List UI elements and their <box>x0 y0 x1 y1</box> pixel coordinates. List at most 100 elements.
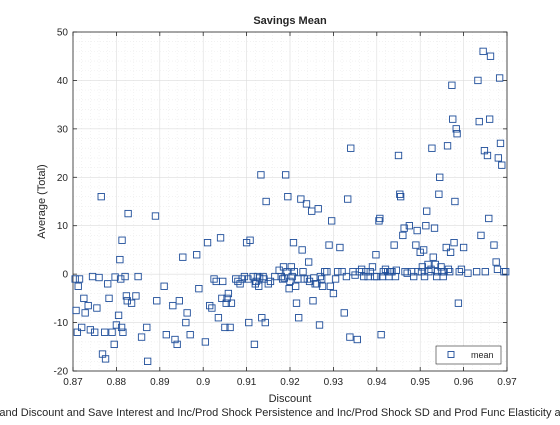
data-point <box>390 241 398 249</box>
data-point <box>216 234 225 242</box>
data-point <box>223 294 231 303</box>
data-point <box>323 268 331 276</box>
data-point <box>132 292 140 300</box>
x-tick-label: 0.93 <box>324 377 344 388</box>
data-point <box>80 294 88 303</box>
data-point <box>93 304 101 312</box>
data-point <box>112 321 121 329</box>
data-point <box>284 193 292 201</box>
data-point <box>410 272 418 281</box>
data-point <box>475 117 483 126</box>
data-point <box>452 125 460 133</box>
data-point <box>340 309 348 317</box>
data-point <box>453 130 461 138</box>
data-point <box>101 355 110 363</box>
data-point <box>326 282 335 290</box>
data-point <box>86 326 95 334</box>
data-point <box>459 243 468 252</box>
axis-ticks: 0.87 0.88 0.89 0.9 0.91 0.92 0.93 0.94 0.95 0.96 0… <box>54 28 518 389</box>
data-point <box>246 236 254 244</box>
data-point <box>313 280 321 288</box>
data-point <box>342 272 351 281</box>
x-tick-label: 0.95 <box>410 377 430 388</box>
x-axis-sublabel: and Discount and Save Interest and Inc/P… <box>0 407 560 419</box>
data-point <box>502 268 510 276</box>
data-point <box>110 340 118 349</box>
data-point <box>173 340 181 349</box>
data-point <box>394 151 403 160</box>
data-point <box>494 154 502 162</box>
data-point <box>195 285 203 293</box>
data-point <box>153 297 161 305</box>
data-point <box>201 338 210 346</box>
data-point <box>372 251 380 259</box>
data-point <box>485 115 494 123</box>
data-point <box>250 340 259 349</box>
data-point <box>118 236 126 244</box>
data-point <box>282 171 290 179</box>
data-point <box>334 268 342 276</box>
data-point <box>286 277 294 286</box>
data-point <box>442 243 450 252</box>
data-point <box>477 231 485 240</box>
data-point <box>328 217 336 225</box>
data-point <box>318 282 327 290</box>
data-point <box>84 301 92 310</box>
data-point <box>101 328 109 336</box>
data-point <box>392 266 400 274</box>
data-point <box>169 301 177 310</box>
data-point <box>418 263 427 271</box>
data-point <box>73 328 81 336</box>
data-point <box>295 314 303 322</box>
data-point <box>464 269 472 277</box>
data-point <box>182 318 190 327</box>
data-point <box>298 246 306 254</box>
x-axis-label: Discount <box>269 393 312 405</box>
data-point <box>423 207 431 215</box>
data-point <box>336 243 344 252</box>
data-point <box>413 226 421 235</box>
x-tick-label: 0.91 <box>237 377 257 388</box>
data-point <box>435 190 443 198</box>
data-point <box>429 253 437 261</box>
data-point <box>454 299 463 307</box>
data-point <box>111 273 119 281</box>
data-point <box>316 272 325 281</box>
data-point <box>175 297 183 305</box>
data-point <box>117 275 125 283</box>
data-point <box>171 335 179 344</box>
x-tick-label: 0.97 <box>497 377 517 388</box>
data-point <box>338 268 346 276</box>
data-point <box>425 268 433 276</box>
x-tick-label: 0.94 <box>367 377 387 388</box>
data-point <box>457 265 466 273</box>
data-point <box>444 265 453 273</box>
data-point <box>490 241 498 249</box>
chart-title: Savings Mean <box>253 15 327 27</box>
data-point <box>210 275 218 283</box>
data-point <box>450 239 458 247</box>
data-point <box>289 239 298 247</box>
y-tick-label: 20 <box>57 173 69 184</box>
data-point <box>114 311 123 319</box>
data-point <box>431 260 440 269</box>
data-point <box>420 272 429 281</box>
y-tick-label: 30 <box>57 124 69 135</box>
data-point <box>259 272 267 281</box>
data-point <box>290 268 298 276</box>
data-point <box>346 333 354 341</box>
data-point <box>439 272 447 281</box>
legend: mean <box>435 345 502 365</box>
data-markers <box>71 47 510 365</box>
data-point <box>206 301 214 310</box>
data-point <box>208 304 216 312</box>
data-point <box>81 309 89 317</box>
data-point <box>344 195 352 203</box>
data-point <box>496 139 505 148</box>
data-point <box>305 258 313 266</box>
data-point <box>314 205 322 213</box>
data-point <box>72 306 80 315</box>
data-point <box>366 268 374 276</box>
y-tick-label: -20 <box>54 367 69 378</box>
